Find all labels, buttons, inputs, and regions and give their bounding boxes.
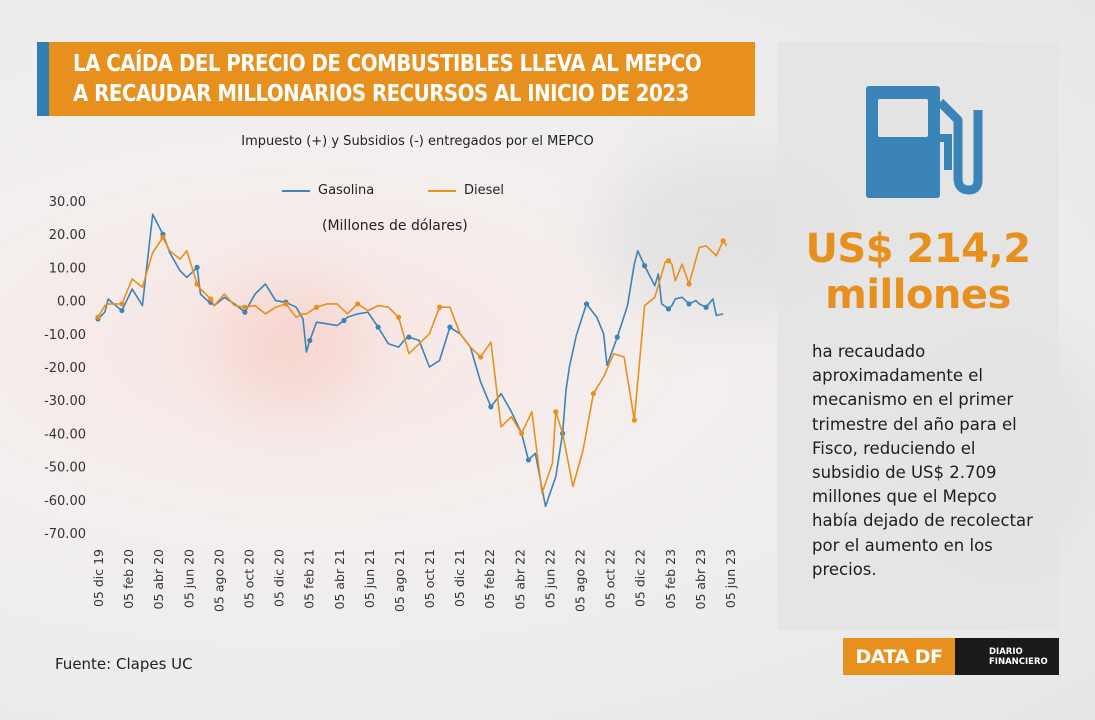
logo-line1: DIARIO	[989, 646, 1023, 657]
data-point-gasolina	[665, 306, 672, 312]
data-point-gasolina	[686, 301, 692, 307]
legend-swatch-diesel	[428, 190, 456, 192]
data-point-gasolina	[525, 457, 532, 463]
y-tick-label: 30.00	[49, 195, 86, 210]
data-point-gasolina	[641, 263, 648, 269]
title-banner: LA CAÍDA DEL PRECIO DE COMBUSTIBLES LLEV…	[37, 42, 755, 116]
y-tick-label: -70.00	[44, 527, 86, 542]
data-point-gasolina	[194, 264, 200, 270]
y-tick-label: -30.00	[44, 394, 86, 409]
data-point-diesel	[160, 234, 166, 241]
data-point-diesel	[553, 409, 559, 415]
data-point-gasolina	[703, 304, 709, 310]
data-point-gasolina	[406, 334, 412, 340]
x-tick-label: 05 feb 22	[482, 549, 497, 609]
series-line-gasolina	[97, 213, 724, 508]
x-tick-label: 05 ago 20	[211, 549, 226, 612]
y-tick-label: -50.00	[44, 461, 86, 476]
line-chart: 30.00 20.00 10.00 0.00 -10.00 -20.00 -30.00 -40…	[44, 195, 738, 612]
x-tick-label: 05 feb 21	[302, 549, 317, 609]
x-tick-label: 05 dic 19	[91, 549, 106, 607]
logo-diario-financiero: DIARIO FINANCIERO	[955, 638, 1059, 675]
data-point-gasolina	[614, 334, 620, 340]
logo-data-df: DATA DF	[843, 638, 955, 675]
data-point-gasolina	[447, 324, 453, 330]
x-tick-label: 05 abr 23	[693, 549, 708, 610]
x-tick-label: 05 ago 22	[573, 549, 588, 612]
x-tick-label: 05 abr 20	[151, 549, 166, 610]
y-tick-label: -20.00	[44, 361, 86, 376]
data-point-gasolina	[488, 404, 494, 410]
side-description: ha recaudado aproximadamente el mecanism…	[812, 342, 1033, 579]
big-number: US$ 214,2 millones	[777, 226, 1059, 318]
x-tick-label: 05 abr 22	[512, 549, 527, 610]
data-point-diesel	[686, 281, 692, 287]
data-point-gasolina	[242, 309, 248, 315]
data-point-diesel	[437, 304, 443, 310]
legend-label-gasolina: Gasolina	[318, 183, 375, 198]
fuel-pump-icon	[866, 86, 983, 198]
data-point-diesel	[119, 301, 125, 307]
data-point-gasolina	[583, 301, 590, 307]
legend-swatch-gasolina	[282, 190, 310, 192]
x-tick-label: 05 jun 22	[542, 549, 557, 608]
data-point-diesel	[355, 301, 361, 307]
chart-units-note: (Millones de dólares)	[322, 218, 468, 234]
data-point-diesel	[208, 296, 214, 302]
x-tick-label: 05 feb 20	[121, 549, 136, 609]
data-point-diesel	[665, 258, 672, 264]
x-tick-label: 05 abr 21	[332, 549, 347, 610]
data-point-diesel	[396, 314, 402, 320]
legend-label-diesel: Diesel	[464, 183, 505, 198]
data-point-diesel	[631, 417, 637, 423]
x-tick-label: 05 dic 21	[452, 549, 467, 607]
datadf-logo: DATA DF DIARIO FINANCIERO	[843, 638, 1059, 675]
x-tick-label: 05 jun 20	[181, 549, 196, 608]
x-tick-label: 05 oct 22	[603, 549, 618, 608]
data-point-gasolina	[341, 317, 347, 324]
data-point-gasolina	[307, 337, 313, 344]
data-point-diesel	[242, 304, 248, 310]
x-tick-label: 05 dic 20	[272, 549, 287, 607]
data-point-diesel	[194, 281, 200, 287]
big-number-value: US$ 214,2	[805, 226, 1031, 272]
y-tick-label: 10.00	[49, 261, 86, 276]
page-title-line2: A RECAUDAR MILLONARIOS RECURSOS AL INICI…	[73, 81, 689, 107]
page-title-line1: LA CAÍDA DEL PRECIO DE COMBUSTIBLES LLEV…	[73, 51, 702, 77]
x-tick-label: 05 ago 21	[392, 549, 407, 612]
data-point-diesel	[720, 238, 726, 244]
x-tick-label: 05 dic 22	[633, 549, 648, 607]
data-point-diesel	[590, 390, 596, 397]
x-tick-label: 05 oct 21	[422, 549, 437, 608]
y-tick-label: -40.00	[44, 427, 86, 442]
logo-line2: FINANCIERO	[989, 656, 1048, 667]
big-number-unit: millones	[825, 272, 1011, 318]
data-point-diesel	[314, 304, 320, 310]
y-tick-label: -10.00	[44, 328, 86, 343]
source-note: Fuente: Clapes UC	[55, 655, 193, 673]
x-tick-label: 05 jun 23	[723, 549, 738, 608]
data-point-diesel	[283, 301, 289, 307]
chart-subtitle: Impuesto (+) y Subsidios (-) entregados …	[241, 134, 594, 149]
data-point-diesel	[478, 354, 484, 360]
y-tick-label: -60.00	[44, 494, 86, 509]
x-tick-label: 05 oct 20	[241, 549, 256, 608]
x-tick-label: 05 feb 23	[663, 549, 678, 609]
data-point-diesel	[95, 314, 101, 320]
data-point-gasolina	[119, 307, 125, 314]
y-tick-label: 0.00	[57, 295, 86, 310]
background-glow	[215, 280, 365, 410]
data-point-gasolina	[375, 324, 381, 330]
y-tick-label: 20.00	[49, 228, 86, 243]
data-point-diesel	[519, 430, 525, 436]
x-tick-label: 05 jun 21	[362, 549, 377, 608]
